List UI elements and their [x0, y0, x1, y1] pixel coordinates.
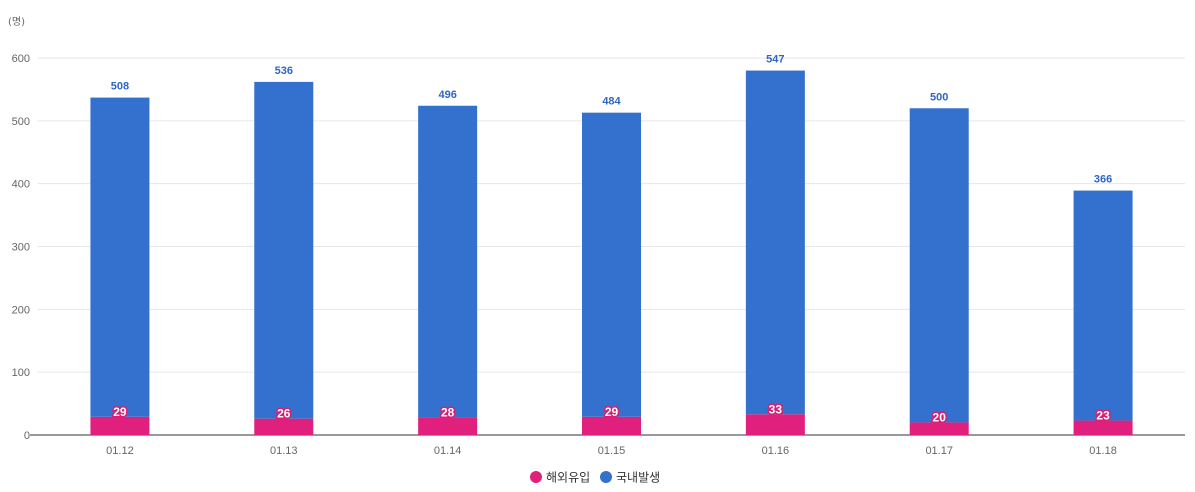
- x-tick-label: 01.12: [106, 445, 134, 457]
- data-labels: 508 29 536 26 496 28 484 29 547 33 500 20 366 23: [111, 54, 1113, 426]
- data-label-domestic: 500: [930, 91, 948, 103]
- legend-marker-overseas: [530, 471, 542, 483]
- y-axis-ticks: 0 100 200 300 400 500 600: [12, 53, 30, 442]
- data-label-domestic: 508: [111, 81, 129, 93]
- data-label-domestic: 547: [766, 54, 784, 66]
- data-label-overseas: 29: [113, 405, 127, 419]
- bar-segment-overseas: [909, 422, 969, 435]
- y-tick-label: 600: [12, 53, 30, 65]
- bar-segment-overseas: [582, 416, 641, 435]
- data-label-domestic: 366: [1094, 174, 1112, 186]
- legend-label-domestic: 국내발생: [616, 471, 660, 485]
- bar-segment-overseas: [90, 416, 150, 435]
- x-tick-label: 01.18: [1089, 445, 1117, 457]
- bar-segment-overseas: [418, 417, 478, 435]
- x-tick-label: 01.14: [434, 445, 462, 457]
- x-tick-label: 01.16: [762, 445, 790, 457]
- y-tick-label: 400: [12, 179, 30, 191]
- bar-segment-overseas: [745, 414, 805, 435]
- bar-segment-domestic: [90, 97, 150, 417]
- data-label-overseas: 26: [277, 407, 291, 421]
- data-label-overseas: 20: [933, 410, 947, 424]
- legend: 해외유입 국내발생: [530, 471, 660, 485]
- y-tick-label: 0: [24, 430, 30, 442]
- y-tick-label: 200: [12, 304, 30, 316]
- data-label-overseas: 23: [1096, 409, 1110, 423]
- bar-segment-domestic: [745, 70, 805, 415]
- bar-segment-overseas: [254, 418, 314, 435]
- legend-marker-domestic: [600, 471, 612, 483]
- x-axis-ticks: 01.12 01.13 01.14 01.15 01.16 01.17 01.18: [106, 445, 1117, 457]
- bar-segment-domestic: [909, 108, 969, 423]
- x-tick-label: 01.13: [270, 445, 298, 457]
- y-tick-label: 300: [12, 242, 30, 254]
- data-label-overseas: 33: [769, 402, 783, 416]
- y-axis-unit-label: (명): [8, 16, 25, 28]
- bar-segment-domestic: [582, 112, 641, 417]
- x-tick-label: 01.17: [925, 445, 953, 457]
- bars: [90, 70, 1133, 435]
- data-label-overseas: 29: [605, 405, 619, 419]
- y-tick-label: 100: [12, 367, 30, 379]
- y-tick-label: 500: [12, 116, 30, 128]
- data-label-domestic: 536: [275, 65, 293, 77]
- bar-segment-domestic: [418, 105, 478, 418]
- bar-segment-domestic: [254, 81, 314, 419]
- bar-segment-overseas: [1073, 420, 1133, 435]
- bar-segment-domestic: [1073, 190, 1133, 421]
- legend-label-overseas: 해외유입: [546, 471, 590, 485]
- data-label-domestic: 484: [602, 96, 621, 108]
- x-tick-label: 01.15: [598, 445, 626, 457]
- data-label-domestic: 496: [438, 89, 456, 101]
- data-label-overseas: 28: [441, 405, 455, 419]
